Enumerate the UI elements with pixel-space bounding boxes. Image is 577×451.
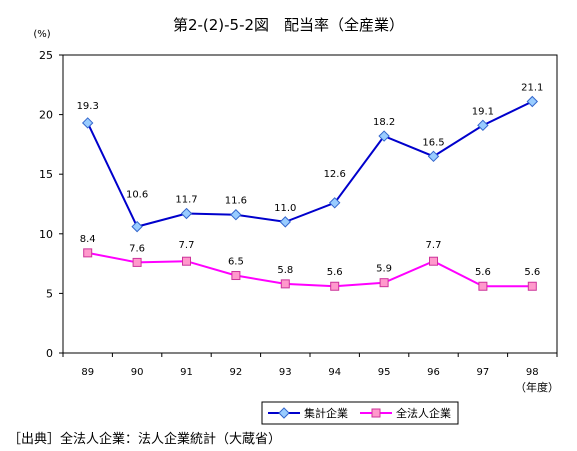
x-tick-label: 95 [378, 367, 391, 378]
data-label: 18.2 [373, 117, 395, 128]
legend: 集計企業 全法人企業 [261, 401, 459, 425]
y-axis-label: (%) [33, 29, 50, 40]
data-point [429, 256, 438, 266]
x-tick-label: 92 [230, 367, 243, 378]
data-point [527, 281, 537, 291]
data-point [230, 209, 242, 221]
data-label: 5.8 [277, 265, 293, 276]
data-label: 8.4 [80, 234, 96, 245]
data-point [81, 117, 94, 129]
data-point [379, 278, 389, 288]
data-point [279, 216, 292, 228]
x-tick-label: 98 [526, 367, 539, 378]
y-tick-label: 20 [39, 109, 53, 122]
y-tick-label: 10 [39, 228, 53, 241]
x-tick-label: 91 [180, 367, 193, 378]
data-point [132, 257, 142, 267]
legend-marker [278, 407, 290, 419]
line-chart: 0 5 10 15 20 25 (%) 89 90 91 92 93 94 95 96 97 98 （年度） 19.… [33, 29, 559, 425]
series-line [86, 100, 533, 228]
data-point [280, 279, 290, 289]
data-label: 12.6 [324, 169, 346, 180]
data-label: 7.7 [426, 240, 442, 251]
data-point [131, 220, 143, 233]
y-tick-label: 5 [46, 287, 53, 300]
data-label: 7.7 [179, 240, 195, 251]
data-label: 11.0 [274, 203, 296, 214]
data-label: 5.6 [327, 267, 343, 278]
data-point [180, 207, 193, 220]
data-label: 5.6 [524, 267, 540, 278]
data-point [83, 248, 93, 258]
data-point [477, 119, 489, 132]
legend-marker [371, 408, 381, 418]
data-point [378, 130, 390, 142]
data-label: 10.6 [126, 190, 148, 201]
data-label: 11.6 [225, 196, 247, 207]
x-tick-label: 90 [131, 367, 144, 378]
x-tick-label: 96 [427, 367, 440, 378]
data-label: 19.1 [472, 106, 494, 117]
x-axis-label: （年度） [515, 380, 559, 394]
data-label: 11.7 [175, 195, 197, 206]
x-tick-label: 89 [81, 367, 94, 378]
x-tick-label: 97 [477, 367, 490, 378]
data-label: 5.6 [475, 267, 491, 278]
data-point [478, 281, 488, 291]
legend-label: 全法人企業 [396, 406, 451, 420]
data-label: 5.9 [376, 264, 392, 275]
chart-title: 第2-(2)-5-2図 配当率（全産業） [172, 16, 405, 34]
data-point [182, 256, 191, 266]
source-note: ［出典］全法人企業：法人企業統計（大蔵省） [8, 432, 282, 447]
data-point [330, 281, 340, 291]
data-label: 21.1 [521, 82, 543, 93]
y-tick-label: 15 [39, 168, 53, 181]
data-point [328, 197, 341, 209]
data-point [427, 150, 440, 163]
data-point [231, 271, 241, 281]
data-label: 7.6 [129, 243, 145, 254]
x-tick-label: 94 [328, 367, 341, 378]
legend-label: 集計企業 [304, 406, 348, 420]
data-label: 16.5 [422, 137, 444, 148]
data-label: 19.3 [77, 101, 99, 112]
series-line [87, 251, 533, 288]
y-tick-label: 25 [39, 49, 53, 62]
data-point [526, 95, 539, 108]
data-label: 6.5 [228, 257, 244, 268]
plot-area [62, 54, 558, 354]
y-tick-label: 0 [46, 347, 53, 360]
x-tick-label: 93 [279, 367, 292, 378]
